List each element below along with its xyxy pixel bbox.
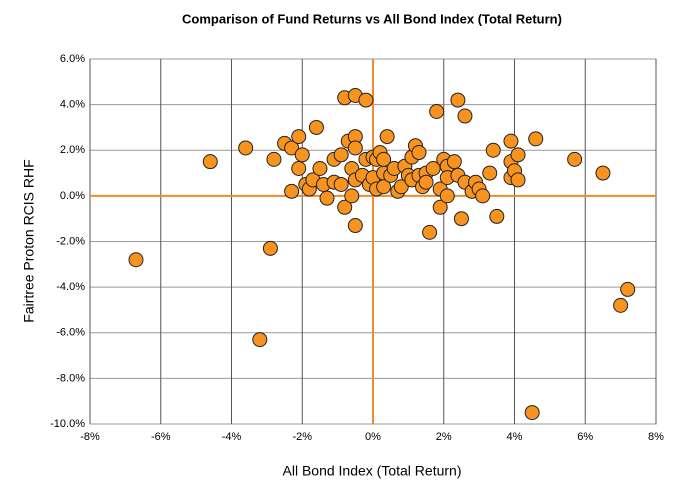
y-tick-label: -6.0%: [56, 327, 85, 339]
x-tick-label: 6%: [577, 431, 593, 443]
x-tick-label: -4%: [222, 431, 242, 443]
point: [252, 332, 268, 348]
point: [510, 172, 526, 188]
point: [595, 165, 611, 181]
point: [358, 92, 374, 108]
y-tick-label: -8.0%: [56, 372, 85, 384]
point: [379, 129, 395, 145]
point: [266, 151, 282, 167]
point: [567, 151, 583, 167]
point: [284, 140, 300, 156]
chart-title: Comparison of Fund Returns vs All Bond I…: [182, 11, 562, 26]
point: [393, 179, 409, 195]
point: [429, 103, 445, 119]
point: [503, 133, 519, 149]
point: [510, 147, 526, 163]
point: [202, 154, 218, 170]
x-tick-label: -2%: [292, 431, 312, 443]
point: [418, 174, 434, 190]
point: [376, 179, 392, 195]
point: [528, 131, 544, 147]
point: [333, 147, 349, 163]
point: [337, 199, 353, 215]
point: [613, 297, 629, 313]
point: [450, 92, 466, 108]
point: [457, 108, 473, 124]
point: [291, 129, 307, 145]
y-tick-label: 6.0%: [60, 53, 85, 65]
point: [291, 161, 307, 176]
point: [344, 188, 360, 204]
point: [262, 240, 278, 256]
y-tick-label: 0.0%: [60, 190, 85, 202]
point: [308, 119, 324, 135]
x-tick-label: -6%: [151, 431, 171, 443]
point: [432, 199, 448, 215]
point: [347, 218, 363, 234]
point: [524, 405, 540, 421]
point: [238, 140, 254, 156]
point: [319, 190, 335, 206]
point: [475, 188, 491, 204]
y-tick-label: 4.0%: [60, 99, 85, 111]
point: [620, 281, 636, 297]
point: [284, 183, 300, 199]
point: [294, 147, 310, 163]
point: [376, 151, 392, 167]
point: [422, 224, 438, 240]
point: [425, 161, 441, 176]
x-tick-label: -8%: [80, 431, 100, 443]
x-tick-label: 4%: [507, 431, 523, 443]
point: [333, 176, 349, 192]
point: [482, 165, 498, 181]
y-axis-title: Fairtree Proton RCIS RHF: [21, 159, 37, 322]
y-tick-label: -2.0%: [56, 235, 85, 247]
x-axis-title: All Bond Index (Total Return): [283, 463, 462, 479]
x-tick-label: 2%: [436, 431, 452, 443]
point: [312, 161, 328, 176]
y-tick-label: -10.0%: [50, 418, 85, 430]
point: [128, 252, 144, 268]
point: [485, 142, 501, 158]
x-tick-label: 8%: [648, 431, 664, 443]
point: [489, 208, 505, 224]
y-tick-label: -4.0%: [56, 281, 85, 293]
x-tick-label: 0%: [365, 431, 381, 443]
point: [446, 154, 462, 170]
point: [453, 211, 469, 227]
point: [347, 140, 363, 156]
point: [411, 145, 427, 161]
y-tick-label: 2.0%: [60, 144, 85, 156]
point: [439, 188, 455, 204]
